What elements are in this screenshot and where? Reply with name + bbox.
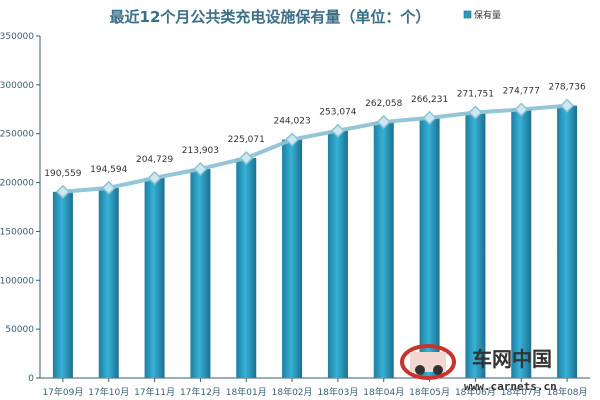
data-label: 271,751 (457, 89, 494, 99)
data-label: 213,903 (182, 146, 219, 156)
chart-title: 最近12个月公共类充电设施保有量（单位：个） (110, 8, 431, 26)
data-label: 266,231 (411, 95, 448, 105)
legend: 保有量 (463, 9, 501, 21)
bar (511, 109, 532, 379)
trend-marker (422, 110, 437, 125)
x-tick-label: 18年05月 (409, 386, 450, 398)
x-tick-label: 18年06月 (455, 386, 496, 398)
data-label: 190,559 (44, 169, 81, 179)
bar (373, 121, 394, 379)
x-tick-label: 18年07月 (501, 386, 542, 398)
x-tick-label: 18年02月 (272, 386, 313, 398)
trend-marker (193, 161, 208, 177)
x-tick-label: 17年12月 (180, 386, 221, 398)
trend-marker (285, 132, 300, 147)
data-labels: 190,559 194,594 204,729 213,903 225,071 244,0… (44, 83, 586, 179)
bar (144, 177, 165, 378)
x-tick-label: 18年01月 (226, 386, 267, 398)
data-label: 194,594 (90, 165, 127, 175)
y-axis: 0 50000 100000 150000 200000 250000 300000 3500… (0, 32, 41, 384)
data-label: 253,074 (319, 108, 356, 118)
x-axis: 17年09月 17年10月 17年11月 17年12月 18年01月 18年02月 18年0… (40, 377, 590, 398)
bar (327, 130, 348, 378)
x-tick-label: 17年11月 (134, 386, 175, 398)
y-tick-label: 200000 (0, 179, 34, 189)
bar (190, 168, 211, 378)
trend-line (55, 98, 575, 199)
trend-marker (560, 98, 575, 113)
trend-marker (468, 105, 483, 120)
x-tick-label: 18年04月 (363, 386, 404, 398)
y-tick-label: 300000 (0, 81, 34, 91)
legend-label: 保有量 (474, 9, 501, 21)
data-label: 278,736 (548, 83, 585, 93)
bars (52, 105, 578, 379)
trend-marker (147, 170, 162, 186)
trend-line-path (62, 103, 568, 194)
bar (236, 158, 257, 378)
trend-marker (239, 151, 254, 166)
data-label: 262,058 (365, 99, 402, 109)
watermark-brand: 车网中国 (472, 347, 552, 371)
bar (465, 112, 486, 378)
watermark-url: www.carnets.cn (464, 380, 557, 393)
y-tick-label: 50000 (5, 325, 34, 335)
x-tick-label: 17年09月 (42, 386, 83, 398)
y-tick-label: 250000 (0, 130, 34, 140)
bar (282, 139, 303, 378)
y-tick-label: 0 (28, 374, 34, 384)
x-tick-label: 17年10月 (88, 386, 129, 398)
data-label: 204,729 (136, 155, 173, 165)
legend-swatch (463, 10, 472, 19)
trend-marker (514, 102, 529, 117)
data-label: 225,071 (228, 135, 265, 145)
data-label: 244,023 (273, 117, 310, 127)
data-label: 274,777 (503, 87, 540, 97)
trend-marker (55, 184, 70, 199)
trend-marker (330, 123, 345, 138)
bar (52, 191, 73, 378)
x-tick-label: 18年03月 (317, 386, 358, 398)
y-tick-label: 150000 (0, 227, 34, 237)
watermark-logo: 车网中国 www.carnets.cn (400, 344, 557, 393)
trend-marker (376, 114, 391, 129)
y-tick-label: 100000 (0, 276, 34, 286)
bar (419, 117, 440, 378)
x-tick-label: 18年08月 (547, 386, 588, 398)
trend-marker (101, 180, 116, 195)
bar (557, 105, 578, 379)
bar (98, 187, 119, 378)
y-tick-label: 350000 (0, 32, 34, 42)
